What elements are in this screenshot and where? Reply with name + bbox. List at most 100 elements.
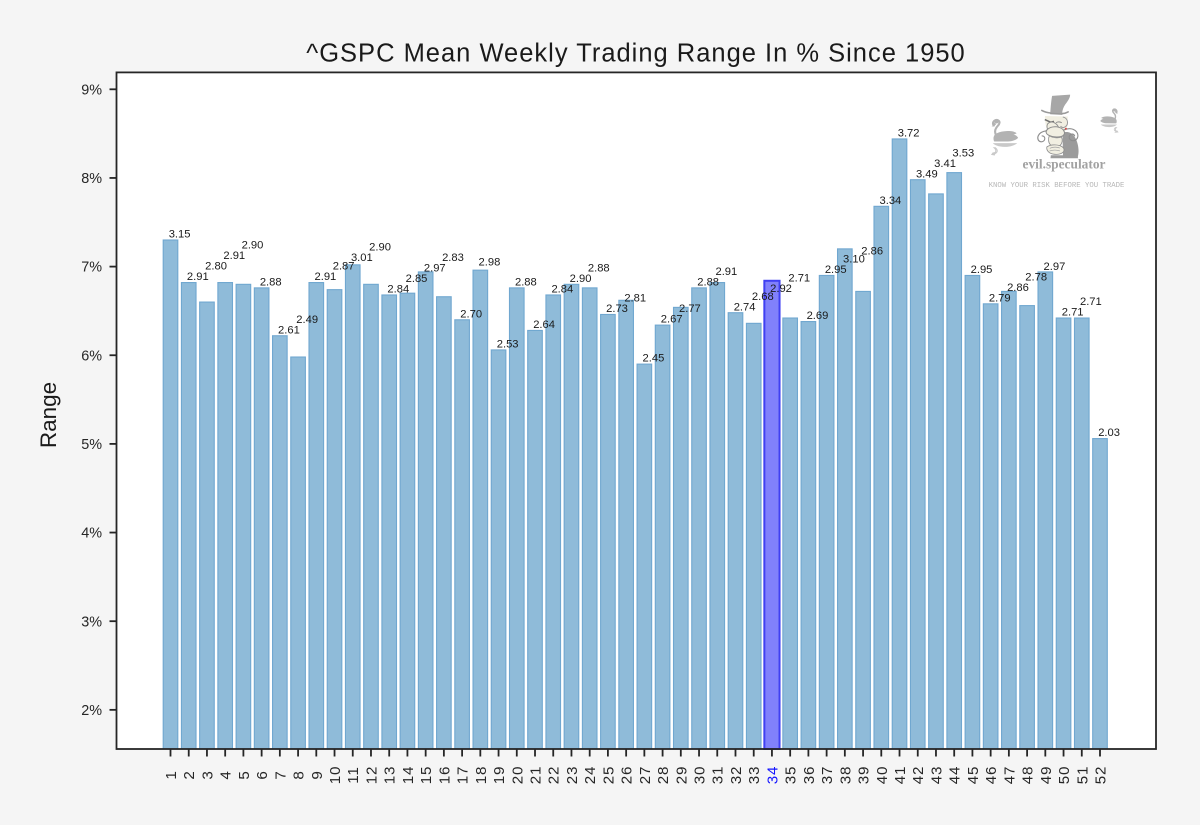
svg-text:2%: 2% xyxy=(81,703,102,719)
svg-text:3.01: 3.01 xyxy=(351,252,373,264)
svg-text:28: 28 xyxy=(655,766,672,785)
svg-text:2.53: 2.53 xyxy=(497,339,519,351)
svg-text:3.49: 3.49 xyxy=(916,168,938,180)
svg-text:2.90: 2.90 xyxy=(570,273,592,285)
svg-text:14: 14 xyxy=(400,766,417,785)
svg-text:43: 43 xyxy=(928,766,945,785)
svg-text:2.88: 2.88 xyxy=(260,276,282,288)
svg-text:2.71: 2.71 xyxy=(1080,296,1102,308)
svg-text:2.45: 2.45 xyxy=(643,353,665,365)
svg-text:45: 45 xyxy=(965,766,982,785)
svg-text:24: 24 xyxy=(582,766,599,785)
svg-text:17: 17 xyxy=(455,766,472,785)
svg-text:2.92: 2.92 xyxy=(770,283,792,295)
svg-text:27: 27 xyxy=(637,766,654,785)
svg-text:13: 13 xyxy=(382,766,399,785)
svg-text:12: 12 xyxy=(363,766,380,785)
svg-text:6%: 6% xyxy=(81,348,102,364)
svg-text:2.84: 2.84 xyxy=(387,284,409,296)
svg-text:3: 3 xyxy=(199,770,216,779)
svg-text:39: 39 xyxy=(856,766,873,785)
svg-text:2.68: 2.68 xyxy=(752,291,774,303)
svg-text:23: 23 xyxy=(564,766,581,785)
svg-text:2.83: 2.83 xyxy=(442,252,464,264)
svg-text:16: 16 xyxy=(436,766,453,785)
svg-text:3%: 3% xyxy=(81,614,102,630)
svg-text:6: 6 xyxy=(254,770,271,779)
svg-text:33: 33 xyxy=(746,766,763,785)
svg-text:3.15: 3.15 xyxy=(169,229,191,241)
svg-text:4: 4 xyxy=(218,770,235,779)
svg-text:2.78: 2.78 xyxy=(1025,271,1047,283)
svg-text:2.91: 2.91 xyxy=(715,266,737,278)
svg-text:9%: 9% xyxy=(81,82,102,98)
svg-text:2.91: 2.91 xyxy=(223,250,245,262)
svg-text:2.91: 2.91 xyxy=(187,271,209,283)
svg-text:2.03: 2.03 xyxy=(1098,427,1120,439)
svg-text:46: 46 xyxy=(983,766,1000,785)
svg-text:4%: 4% xyxy=(81,526,102,542)
svg-text:2.49: 2.49 xyxy=(296,314,318,326)
svg-text:2.90: 2.90 xyxy=(242,240,264,252)
svg-text:2.77: 2.77 xyxy=(679,303,701,315)
svg-text:2.97: 2.97 xyxy=(1044,261,1066,273)
svg-text:35: 35 xyxy=(783,766,800,785)
svg-text:30: 30 xyxy=(692,766,709,785)
svg-text:2.73: 2.73 xyxy=(606,303,628,315)
svg-text:15: 15 xyxy=(418,766,435,785)
svg-text:50: 50 xyxy=(1056,766,1073,785)
svg-text:29: 29 xyxy=(673,766,690,785)
svg-text:40: 40 xyxy=(874,766,891,785)
svg-text:2.95: 2.95 xyxy=(971,264,993,276)
svg-text:^GSPC Mean Weekly Trading Rang: ^GSPC Mean Weekly Trading Range In % Sin… xyxy=(306,40,966,68)
svg-text:44: 44 xyxy=(947,766,964,785)
svg-text:20: 20 xyxy=(509,766,526,785)
svg-text:2.95: 2.95 xyxy=(825,264,847,276)
svg-text:52: 52 xyxy=(1092,766,1109,785)
svg-text:22: 22 xyxy=(546,766,563,785)
svg-text:2.91: 2.91 xyxy=(315,271,337,283)
svg-text:2.87: 2.87 xyxy=(333,261,355,273)
svg-text:2.64: 2.64 xyxy=(533,319,555,331)
svg-text:2.70: 2.70 xyxy=(460,308,482,320)
svg-text:2.86: 2.86 xyxy=(861,246,883,258)
svg-text:32: 32 xyxy=(728,766,745,785)
svg-text:21: 21 xyxy=(527,766,544,785)
svg-text:8%: 8% xyxy=(81,171,102,187)
svg-text:2.88: 2.88 xyxy=(697,276,719,288)
svg-text:7%: 7% xyxy=(81,260,102,276)
svg-text:5%: 5% xyxy=(81,437,102,453)
svg-text:2.61: 2.61 xyxy=(278,324,300,336)
svg-text:7: 7 xyxy=(272,770,289,779)
svg-text:25: 25 xyxy=(600,766,617,785)
svg-text:2.85: 2.85 xyxy=(406,273,428,285)
svg-text:5: 5 xyxy=(236,770,253,779)
svg-text:31: 31 xyxy=(710,766,727,785)
svg-text:2.90: 2.90 xyxy=(369,242,391,254)
svg-text:2.71: 2.71 xyxy=(788,273,810,285)
svg-text:37: 37 xyxy=(819,766,836,785)
svg-text:8: 8 xyxy=(291,770,308,779)
svg-text:19: 19 xyxy=(491,766,508,785)
svg-text:3.34: 3.34 xyxy=(879,195,901,207)
svg-text:Range: Range xyxy=(36,382,61,448)
svg-text:2.88: 2.88 xyxy=(515,276,537,288)
svg-text:10: 10 xyxy=(327,766,344,785)
svg-text:2.98: 2.98 xyxy=(479,256,501,268)
svg-text:48: 48 xyxy=(1020,766,1037,785)
svg-text:47: 47 xyxy=(1001,766,1018,785)
svg-text:2.71: 2.71 xyxy=(1062,307,1084,319)
svg-text:3.10: 3.10 xyxy=(843,254,865,266)
svg-text:2.67: 2.67 xyxy=(661,314,683,326)
svg-text:9: 9 xyxy=(309,770,326,779)
svg-text:41: 41 xyxy=(892,766,909,785)
svg-text:1: 1 xyxy=(163,770,180,779)
svg-text:2.86: 2.86 xyxy=(1007,282,1029,294)
svg-text:38: 38 xyxy=(837,766,854,785)
svg-text:2.81: 2.81 xyxy=(624,293,646,305)
svg-text:KNOW YOUR RISK BEFORE YOU TRAD: KNOW YOUR RISK BEFORE YOU TRADE xyxy=(989,182,1125,190)
svg-text:11: 11 xyxy=(345,766,362,783)
svg-text:26: 26 xyxy=(619,766,636,785)
svg-text:2.69: 2.69 xyxy=(807,310,829,322)
svg-text:2: 2 xyxy=(181,770,198,779)
